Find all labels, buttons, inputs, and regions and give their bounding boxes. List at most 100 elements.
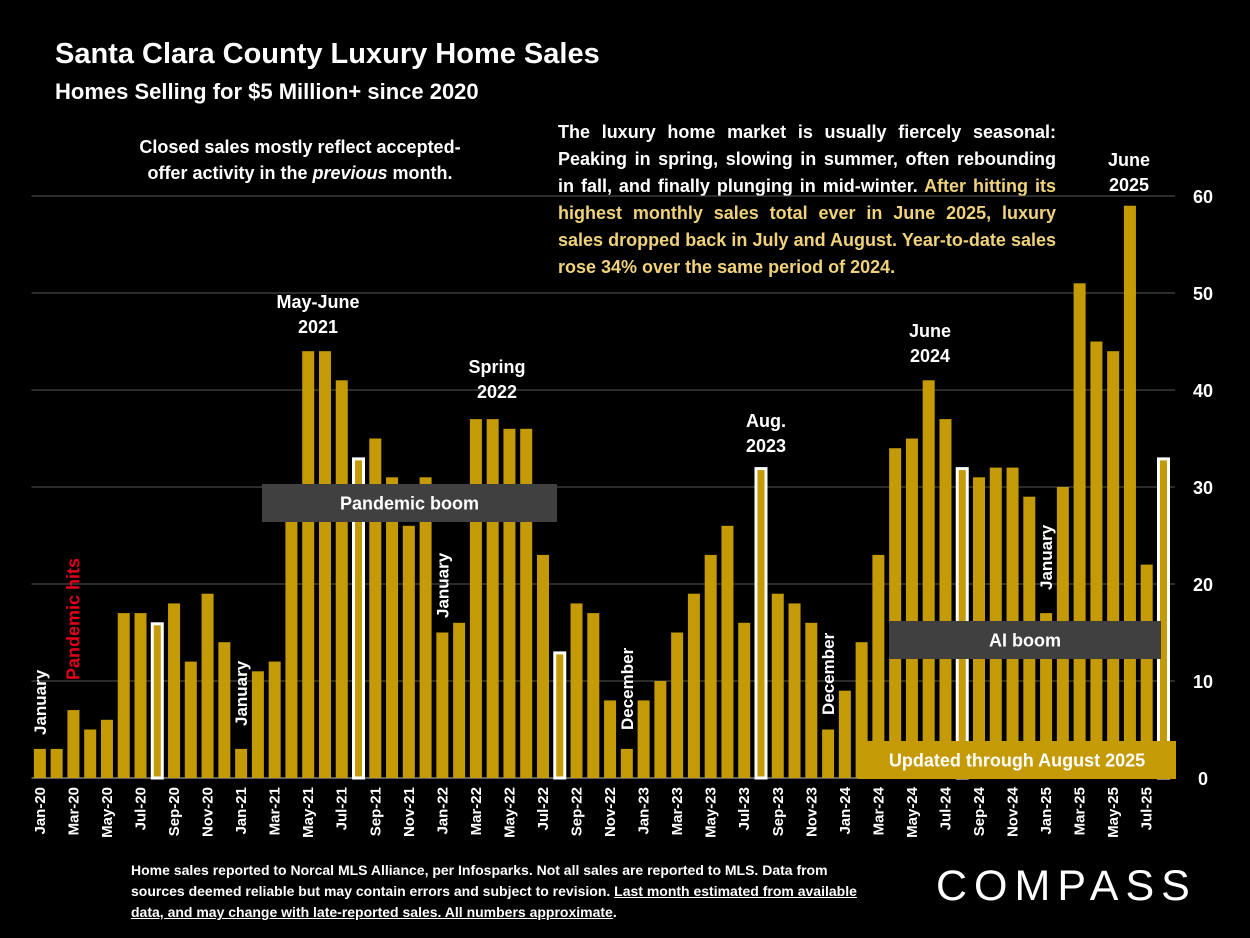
annotation-may-june-2021-line: 2021 xyxy=(298,317,338,337)
x-tick-label: Mar-25 xyxy=(1072,787,1089,835)
bar xyxy=(520,428,533,778)
x-tick-label: Jan-25 xyxy=(1038,787,1055,835)
bar xyxy=(436,632,449,778)
x-tick-label: May-23 xyxy=(703,787,720,838)
bar xyxy=(402,525,415,778)
bar xyxy=(872,554,885,778)
y-tick-label: 50 xyxy=(1193,284,1213,304)
closed-sales-note-line1: Closed sales mostly reflect accepted- xyxy=(139,137,461,157)
ai-boom-box-label: AI boom xyxy=(989,630,1061,650)
x-tick-label: Jul-23 xyxy=(736,787,753,830)
annotation-january-2020: January xyxy=(31,669,50,735)
x-tick-label: Sep-22 xyxy=(569,787,586,836)
annotation-aug-2023-line: Aug. xyxy=(746,411,786,431)
bar-highlighted xyxy=(754,467,768,780)
annotation-spring-2022-line: Spring xyxy=(469,357,526,377)
bar xyxy=(33,748,46,778)
annotation-january-2025: January xyxy=(1037,524,1056,590)
bar xyxy=(922,380,935,778)
bar xyxy=(318,351,331,778)
bar xyxy=(604,700,617,778)
x-tick-label: Jan-22 xyxy=(434,787,451,835)
annotation-january-2022: January xyxy=(433,552,452,618)
y-tick-label: 30 xyxy=(1193,478,1213,498)
x-tick-label: Sep-23 xyxy=(770,787,787,836)
bar xyxy=(419,477,432,778)
x-tick-label: Jan-20 xyxy=(32,787,49,835)
x-tick-label: Mar-23 xyxy=(669,787,686,835)
x-tick-label: Sep-21 xyxy=(367,787,384,836)
chart-subtitle: Homes Selling for $5 Million+ since 2020 xyxy=(55,79,479,104)
x-tick-label: Jan-21 xyxy=(233,787,250,835)
x-tick-label: Jan-23 xyxy=(636,787,653,835)
bar xyxy=(251,671,264,778)
source-footnote: Home sales reported to Norcal MLS Allian… xyxy=(131,860,861,923)
bar xyxy=(1073,283,1086,778)
x-tick-label: Jul-25 xyxy=(1139,787,1156,830)
bar xyxy=(369,438,382,778)
y-tick-label: 0 xyxy=(1198,769,1208,789)
bar xyxy=(469,419,482,778)
annotation-june-2025-line: June xyxy=(1108,150,1150,170)
x-tick-label: Jul-21 xyxy=(334,787,351,830)
closed-sales-note-line2-end: month. xyxy=(387,163,453,183)
bar xyxy=(335,380,348,778)
compass-logo: COMPASS xyxy=(936,862,1197,910)
bar xyxy=(838,690,851,778)
annotation-december-2023: December xyxy=(819,632,838,715)
x-tick-label: Mar-24 xyxy=(870,786,887,835)
x-tick-label: Nov-20 xyxy=(200,787,217,837)
bar xyxy=(704,554,717,778)
market-commentary-white: The luxury home market is usually fierce… xyxy=(558,122,1056,196)
bar xyxy=(1107,351,1120,778)
pandemic-boom-box-label: Pandemic boom xyxy=(340,493,479,513)
bar xyxy=(386,477,399,778)
bar xyxy=(168,603,181,778)
bar xyxy=(905,438,918,778)
bar xyxy=(637,700,650,778)
footnote-end: . xyxy=(612,904,617,920)
annotation-december-2022: December xyxy=(618,647,637,730)
closed-sales-note-emphasis: previous xyxy=(312,163,388,183)
x-tick-label: Sep-20 xyxy=(166,787,183,836)
annotation-spring-2022-line: 2022 xyxy=(477,382,517,402)
x-tick-label: May-24 xyxy=(904,786,921,838)
x-tick-label: Nov-22 xyxy=(602,787,619,837)
bar xyxy=(184,661,197,778)
bar xyxy=(570,603,583,778)
bar xyxy=(939,419,952,778)
bar-highlighted xyxy=(1156,457,1170,780)
market-commentary-gold: After hitting its highest monthly sales … xyxy=(558,176,1056,277)
x-tick-label: Mar-21 xyxy=(267,787,284,835)
bar xyxy=(84,729,97,778)
x-tick-label: Mar-22 xyxy=(468,787,485,835)
x-tick-label: Nov-23 xyxy=(803,787,820,837)
bar xyxy=(738,622,751,778)
x-tick-label: May-21 xyxy=(300,787,317,838)
market-commentary: The luxury home market is usually fierce… xyxy=(558,119,1056,281)
closed-sales-note-line2-start: offer activity in the xyxy=(147,163,313,183)
x-tick-label: Jan-24 xyxy=(837,786,854,834)
ai-boom-box xyxy=(889,621,1161,659)
y-tick-label: 20 xyxy=(1193,575,1213,595)
bar xyxy=(134,613,147,778)
annotation-pandemic-hits: Pandemic hits xyxy=(63,558,83,680)
x-tick-label: May-22 xyxy=(501,787,518,838)
bar xyxy=(453,622,466,778)
x-tick-label: Jul-20 xyxy=(133,787,150,830)
bar xyxy=(50,748,63,778)
x-tick-label: Jul-24 xyxy=(937,786,954,830)
bar xyxy=(620,748,633,778)
x-tick-label: Jul-22 xyxy=(535,787,552,830)
bar xyxy=(788,603,801,778)
bar xyxy=(889,448,902,778)
bar xyxy=(268,661,281,778)
updated-through-box-label: Updated through August 2025 xyxy=(889,750,1145,770)
x-tick-label: Sep-24 xyxy=(971,786,988,836)
bar xyxy=(587,613,600,778)
bar xyxy=(1123,205,1136,778)
bar xyxy=(486,419,499,778)
bar-highlighted xyxy=(553,651,567,780)
annotation-january-2021: January xyxy=(232,660,251,726)
